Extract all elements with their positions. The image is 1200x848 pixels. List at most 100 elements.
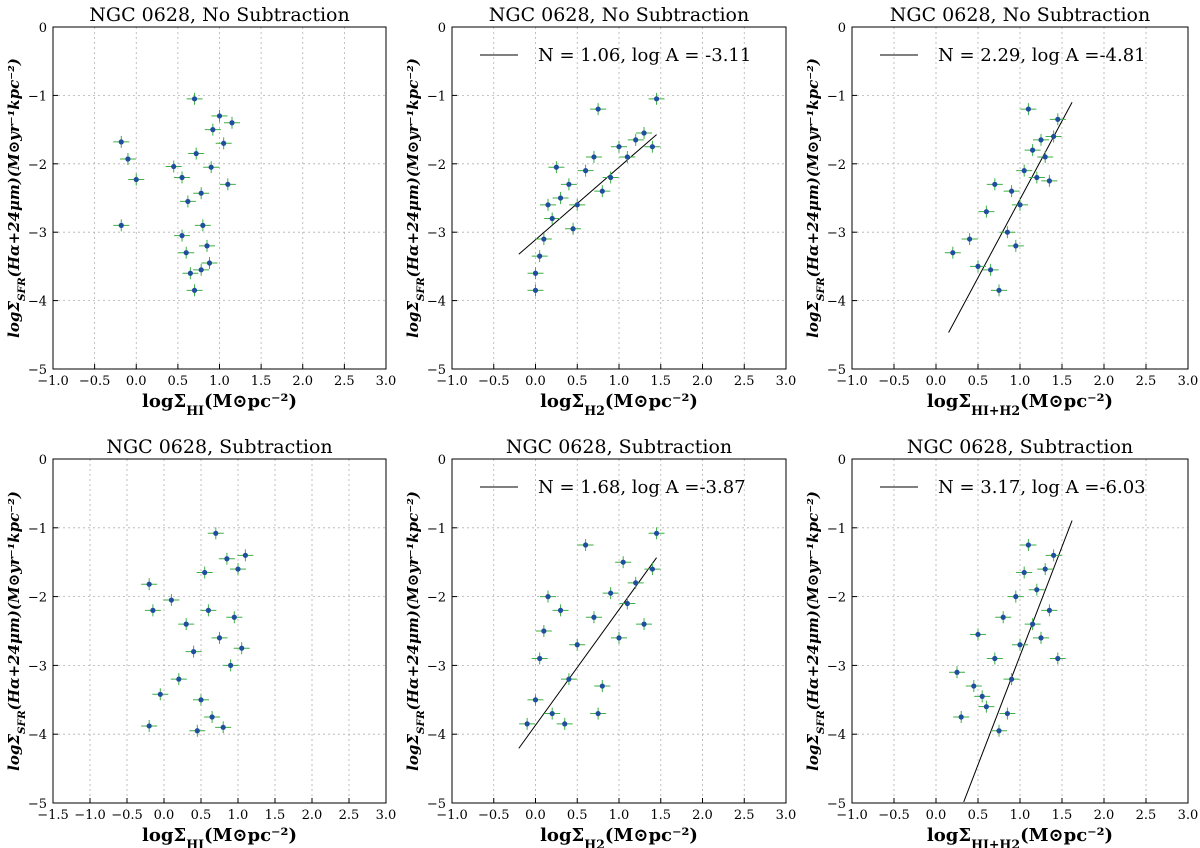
y-tick-label: 0	[838, 453, 846, 468]
y-tick-label: −2	[28, 591, 47, 606]
point-marker	[171, 163, 177, 170]
point-marker	[229, 120, 235, 126]
point-marker	[191, 287, 198, 293]
data-point	[644, 140, 661, 153]
x-tick-label: 3.0	[776, 808, 797, 823]
point-marker	[562, 721, 568, 727]
fit-line	[948, 102, 1073, 333]
data-point	[113, 135, 130, 148]
point-marker	[532, 697, 539, 703]
point-marker	[633, 580, 639, 586]
data-point	[174, 171, 191, 184]
point-marker	[979, 693, 985, 699]
data-point	[207, 527, 224, 540]
point-marker	[653, 96, 660, 102]
data-point	[978, 205, 995, 218]
y-tick-label: −5	[427, 363, 446, 378]
data-point	[1028, 583, 1045, 596]
data-point	[223, 116, 240, 129]
data-point	[615, 556, 632, 569]
point-marker	[1046, 178, 1052, 184]
point-marker	[537, 655, 543, 662]
point-marker	[649, 144, 656, 150]
data-point	[556, 717, 573, 730]
point-marker	[204, 243, 210, 249]
point-marker	[1042, 154, 1048, 160]
point-marker	[194, 728, 200, 734]
point-marker	[191, 96, 198, 102]
point-marker	[599, 683, 605, 689]
data-point	[194, 219, 211, 232]
point-marker	[1034, 174, 1040, 181]
data-point	[182, 267, 199, 280]
data-point	[560, 673, 577, 686]
data-point	[540, 590, 557, 603]
x-tick-label: 2.0	[292, 374, 313, 389]
data-point	[178, 246, 195, 259]
x-tick-label: −1.0	[436, 374, 468, 389]
x-tick-label: 2.5	[334, 374, 355, 389]
y-tick-label: −1	[427, 89, 446, 104]
y-tick-label: 0	[39, 453, 47, 468]
x-tick-label: −0.5	[878, 374, 910, 389]
data-point	[174, 229, 191, 242]
point-marker	[187, 270, 193, 276]
data-point	[585, 611, 602, 624]
data-point	[128, 173, 145, 186]
point-marker	[1013, 594, 1019, 600]
y-tick-label: −2	[427, 591, 446, 606]
data-point	[1037, 563, 1054, 576]
data-point	[226, 611, 243, 624]
y-tick-label: −5	[827, 363, 846, 378]
x-axis-label: logΣHI(M⊙pc⁻²)	[142, 391, 297, 418]
x-tick-label: 1.5	[650, 374, 671, 389]
point-marker	[208, 164, 214, 170]
point-marker	[541, 628, 547, 634]
x-tick-label: 0.0	[926, 374, 947, 389]
data-point	[970, 260, 986, 273]
point-marker	[975, 263, 981, 269]
data-point	[944, 246, 961, 259]
data-point	[141, 719, 158, 732]
x-axis-label: logΣHI(M⊙pc⁻²)	[142, 825, 297, 848]
point-marker	[179, 233, 185, 239]
x-tick-label: 2.0	[692, 374, 713, 389]
chart-panel-3: −1.0 −0.5 0.0 0.5 1.0 1.5 2.0 2.5 3.0 −5 −4 −3 −2 −1 0…	[804, 4, 1198, 418]
data-point	[585, 150, 602, 163]
point-marker	[133, 176, 139, 183]
x-axis-label: logΣHI+H2(M⊙pc⁻²)	[927, 825, 1113, 848]
data-point	[590, 103, 607, 116]
data-point	[978, 700, 995, 713]
point-marker	[566, 676, 572, 682]
point-marker	[1038, 635, 1044, 641]
y-tick-label: −5	[827, 797, 846, 812]
data-point	[961, 233, 978, 246]
y-tick-label: −4	[28, 728, 47, 743]
point-marker	[641, 621, 647, 627]
point-marker	[231, 614, 237, 620]
data-point	[186, 284, 203, 297]
y-axis-label: logΣSFR(Hα+24μm)(M⊙yr⁻¹kpc⁻²)	[5, 491, 28, 771]
x-tick-label: −1.0	[836, 374, 868, 389]
point-marker	[983, 704, 990, 710]
data-point	[611, 631, 627, 644]
panel-title: NGC 0628, No Subtraction	[890, 4, 1150, 26]
x-tick-label: 0.0	[525, 374, 546, 389]
point-marker	[591, 614, 597, 620]
point-marker	[1025, 542, 1031, 548]
data-point	[200, 604, 217, 617]
data-point	[577, 164, 594, 177]
data-point	[211, 109, 228, 122]
point-marker	[210, 127, 216, 133]
data-point	[611, 140, 627, 153]
y-tick-label: −1	[28, 522, 47, 537]
point-marker	[118, 222, 124, 228]
point-marker	[967, 236, 973, 242]
data-point	[1016, 164, 1033, 177]
point-marker	[1004, 229, 1011, 235]
data-point	[1041, 174, 1058, 187]
data-point	[163, 594, 180, 607]
data-point	[1037, 150, 1054, 163]
point-marker	[641, 130, 647, 136]
point-marker	[591, 154, 597, 160]
